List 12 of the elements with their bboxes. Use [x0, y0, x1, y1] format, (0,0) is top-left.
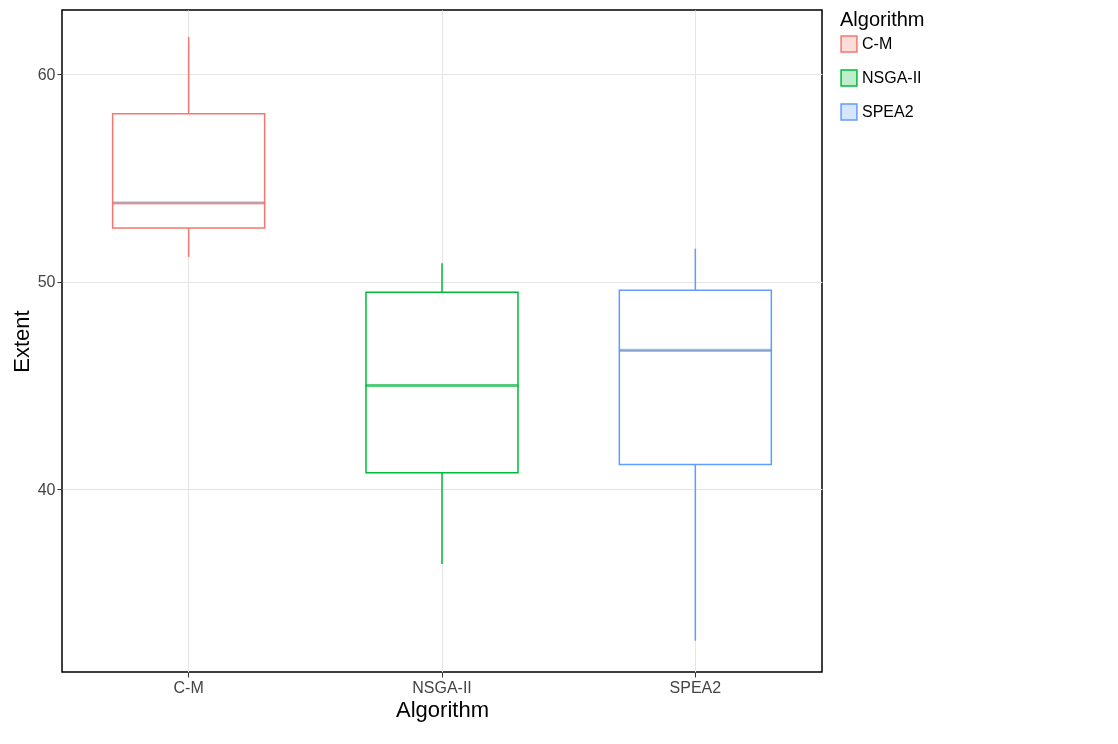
x-tick-label: SPEA2: [669, 678, 722, 696]
x-axis-title: Algorithm: [396, 696, 489, 722]
y-tick-label: 40: [37, 480, 56, 498]
y-axis-title: Extent: [8, 310, 34, 373]
x-tick-label: C-M: [173, 678, 204, 696]
legend-title: Algorithm: [840, 8, 925, 30]
x-tick-label: NSGA-II: [412, 678, 472, 696]
y-tick-label: 60: [37, 65, 56, 83]
legend-label: SPEA2: [862, 103, 914, 120]
legend-label: NSGA-II: [862, 69, 922, 86]
y-tick-label: 50: [37, 273, 56, 291]
legend-label: C-M: [862, 35, 893, 52]
